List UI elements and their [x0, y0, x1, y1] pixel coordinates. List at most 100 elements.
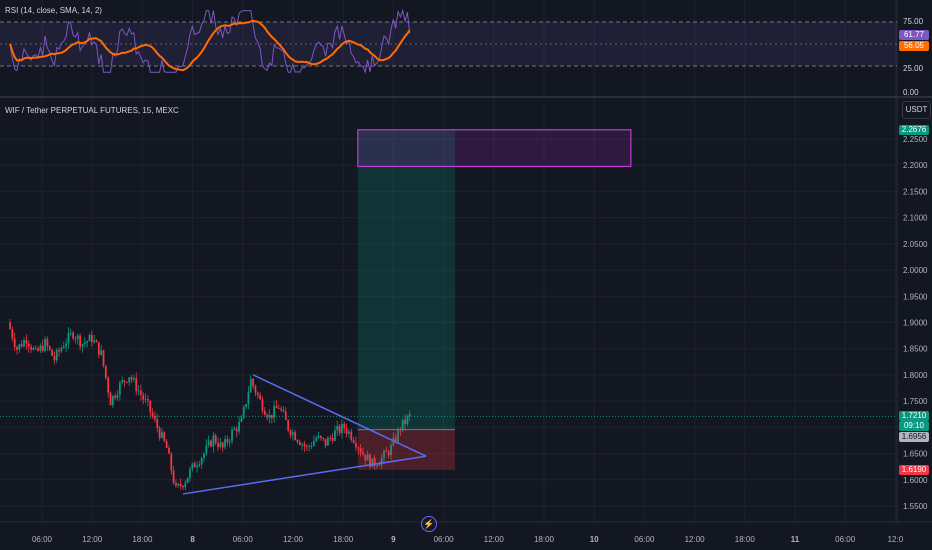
- price-tick: 1.9500: [903, 292, 928, 301]
- candle-body: [116, 395, 119, 398]
- stop-price-badge: 1.6190: [899, 465, 929, 475]
- candle-body: [114, 395, 117, 398]
- candle-body: [212, 435, 215, 447]
- candle-body: [369, 454, 371, 467]
- candle-body: [18, 344, 21, 350]
- candle-body: [277, 408, 280, 409]
- candle-body: [224, 439, 226, 448]
- candle-body: [273, 405, 276, 419]
- candle-body: [205, 445, 208, 454]
- candle-body: [67, 332, 70, 344]
- candle-body: [27, 343, 30, 347]
- candle-body: [249, 378, 252, 393]
- candle-body: [198, 464, 201, 466]
- price-tick: 1.5500: [903, 502, 928, 511]
- candle-body: [121, 380, 124, 383]
- rsi-band: [0, 22, 897, 66]
- candle-body: [380, 458, 383, 465]
- symbol-title[interactable]: WIF / Tether PERPETUAL FUTURES, 15, MEXC: [5, 106, 179, 115]
- candle-body: [289, 430, 292, 436]
- currency-selector[interactable]: USDT: [902, 101, 931, 119]
- candle-body: [383, 451, 385, 459]
- rsi-indicator-title[interactable]: RSI (14, close, SMA, 14, 2): [5, 6, 102, 15]
- candle-body: [287, 420, 290, 431]
- candle-body: [310, 445, 313, 447]
- candle-body: [355, 442, 357, 448]
- candle-body: [175, 482, 177, 486]
- triangle-lower-line: [182, 455, 427, 495]
- candle-body: [345, 428, 348, 434]
- candle-body: [58, 350, 60, 352]
- candle-body: [219, 442, 222, 448]
- candle-body: [32, 348, 35, 350]
- candle-body: [343, 423, 346, 429]
- candle-body: [203, 453, 205, 458]
- candle-body: [263, 410, 266, 415]
- candle-body: [90, 334, 93, 343]
- time-tick: 10: [590, 535, 599, 544]
- candle-body: [158, 428, 161, 438]
- time-tick: 18:00: [735, 535, 756, 544]
- candle-body: [179, 483, 182, 486]
- candle-body: [298, 441, 301, 445]
- price-tick: 2.2500: [903, 135, 928, 144]
- rsi-tick-0: 0.00: [903, 88, 919, 97]
- candle-body: [252, 378, 254, 386]
- candle-body: [156, 419, 159, 429]
- candle-body: [132, 378, 135, 380]
- candle-body: [16, 347, 18, 350]
- price-tick: 1.7500: [903, 397, 928, 406]
- candle-body: [109, 392, 112, 406]
- candle-body: [296, 439, 299, 442]
- candle-body: [123, 380, 126, 382]
- candle-body: [404, 419, 406, 424]
- candle-body: [308, 446, 311, 447]
- candle-body: [221, 442, 224, 448]
- candle-body: [170, 453, 173, 471]
- candle-body: [95, 340, 98, 343]
- price-tick: 2.0000: [903, 266, 928, 275]
- candle-body: [319, 435, 322, 438]
- candle-body: [228, 440, 231, 443]
- candle-body: [254, 385, 257, 393]
- candle-body: [207, 440, 210, 446]
- target-zone: [357, 129, 632, 168]
- candle-body: [280, 408, 283, 411]
- time-tick: 18:00: [333, 535, 354, 544]
- candle-body: [371, 458, 374, 467]
- candle-body: [214, 435, 217, 444]
- candle-body: [9, 322, 11, 330]
- candle-body: [359, 448, 362, 453]
- candle-body: [104, 365, 107, 378]
- candle-body: [172, 470, 175, 483]
- candle-body: [137, 390, 140, 392]
- candle-body: [291, 432, 294, 436]
- candle-body: [240, 417, 243, 422]
- candle-body: [189, 469, 191, 478]
- candle-body: [53, 355, 56, 361]
- candle-body: [376, 465, 378, 467]
- bar-countdown-badge: 09:10: [899, 421, 929, 431]
- candle-body: [44, 339, 46, 351]
- candle-body: [51, 349, 53, 356]
- price-tick: 1.6000: [903, 476, 928, 485]
- candle-body: [20, 344, 23, 347]
- candle-body: [301, 444, 304, 445]
- candle-body: [111, 395, 114, 406]
- candle-body: [210, 440, 212, 447]
- flash-icon[interactable]: ⚡: [421, 516, 437, 532]
- candle-body: [303, 444, 306, 447]
- candle-body: [231, 429, 233, 441]
- candle-body: [235, 428, 238, 432]
- candle-body: [184, 482, 187, 488]
- candle-body: [128, 377, 131, 383]
- candle-body: [25, 340, 28, 344]
- candle-body: [378, 464, 381, 466]
- profit-zone: [357, 129, 456, 430]
- price-tick: 2.0500: [903, 240, 928, 249]
- candle-body: [39, 345, 42, 351]
- candle-body: [34, 348, 37, 349]
- candle-body: [397, 429, 399, 442]
- candle-body: [242, 407, 245, 418]
